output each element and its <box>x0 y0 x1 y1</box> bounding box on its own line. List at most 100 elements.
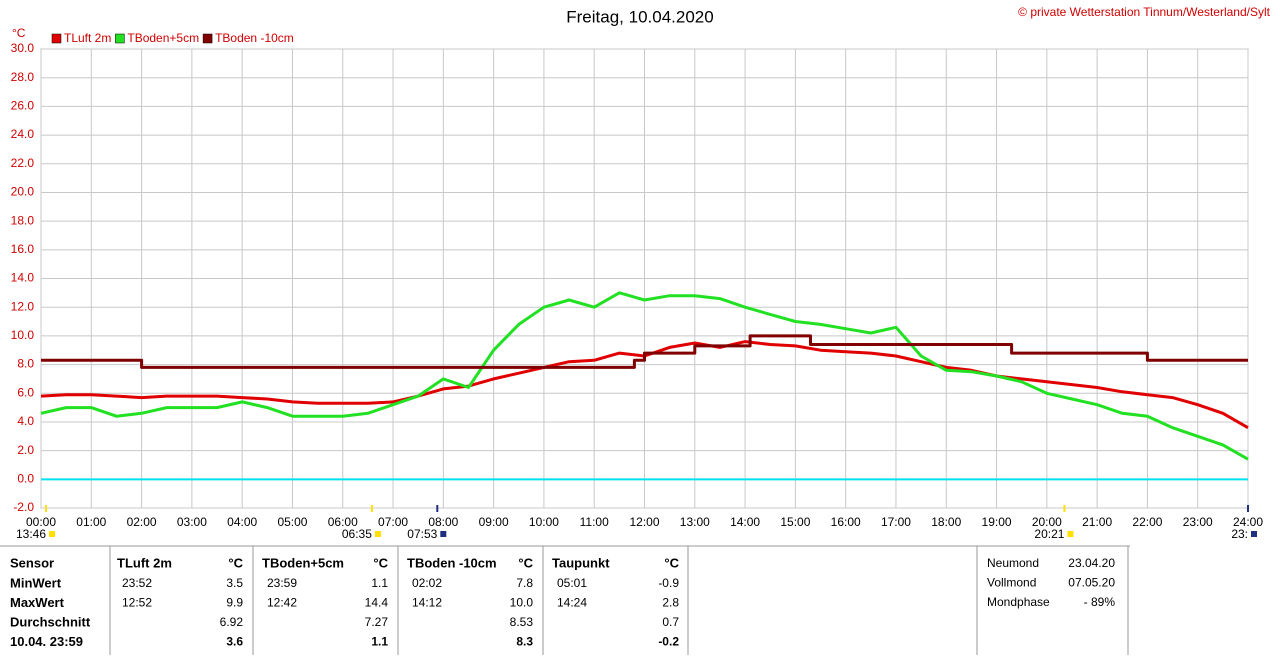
x-tick-label: 14:00 <box>730 515 760 529</box>
legend-swatch <box>51 33 62 44</box>
y-tick-label: 12.0 <box>11 299 35 313</box>
x-tick-label: 00:00 <box>26 515 56 529</box>
x-tick-label: 24:00 <box>1233 515 1263 529</box>
moon-label: Vollmond <box>987 576 1036 590</box>
legend-label: TBoden -10cm <box>215 31 294 45</box>
y-tick-label: 20.0 <box>11 185 35 199</box>
x-tick-label: 12:00 <box>629 515 659 529</box>
table-cell: MaxWert <box>10 595 65 610</box>
annotation-marker <box>1067 531 1074 537</box>
moon-value: 23.04.20 <box>1068 556 1115 570</box>
legend-swatch <box>202 33 213 44</box>
y-tick-label: 10.0 <box>11 328 35 342</box>
moon-value: - 89% <box>1084 595 1116 609</box>
annotation-marker <box>1251 531 1257 537</box>
annotation-marker <box>374 531 381 537</box>
y-tick-label: 30.0 <box>11 41 35 55</box>
table-cell: 12:52 <box>122 596 152 610</box>
x-tick-label: 17:00 <box>881 515 911 529</box>
table-cell: 10.04. 23:59 <box>10 634 83 649</box>
annotation-label: 06:35 <box>342 527 372 541</box>
table-cell: 23:52 <box>122 576 152 590</box>
unit-label: °C <box>12 26 26 40</box>
table-cell: 10.0 <box>510 596 534 610</box>
annotation-label: 07:53 <box>407 527 437 541</box>
table-cell: 3.6 <box>226 635 243 649</box>
table-cell: 2.8 <box>662 596 679 610</box>
x-tick-label: 06:00 <box>328 515 358 529</box>
x-tick-label: 22:00 <box>1132 515 1162 529</box>
table-cell: 14.4 <box>365 596 389 610</box>
moon-value: 07.05.20 <box>1068 576 1115 590</box>
table-cell: 05:01 <box>557 576 587 590</box>
table-cell: 14:12 <box>412 596 442 610</box>
annotation-label: 20:21 <box>1034 527 1064 541</box>
table-cell: MinWert <box>10 575 62 590</box>
table-cell: 02:02 <box>412 576 442 590</box>
table-header: °C <box>518 555 533 570</box>
x-tick-label: 16:00 <box>831 515 861 529</box>
table-cell: -0.9 <box>658 576 679 590</box>
x-tick-label: 09:00 <box>479 515 509 529</box>
credit: © private Wetterstation Tinnum/Westerlan… <box>1018 5 1271 19</box>
moon-label: Neumond <box>987 556 1039 570</box>
table-cell: -0.2 <box>658 635 679 649</box>
chart-title: Freitag, 10.04.2020 <box>566 7 713 26</box>
legend-swatch <box>115 33 125 44</box>
x-tick-label: 07:00 <box>378 515 408 529</box>
table-cell: 6.92 <box>220 615 244 629</box>
x-tick-label: 19:00 <box>982 515 1012 529</box>
y-tick-label: 2.0 <box>17 443 34 457</box>
y-tick-label: 14.0 <box>11 271 35 285</box>
y-tick-label: 26.0 <box>11 99 35 113</box>
x-tick-label: 13:00 <box>680 515 710 529</box>
annotation-label: 23: <box>1231 527 1248 541</box>
table-header: °C <box>664 555 679 570</box>
x-tick-label: 02:00 <box>127 515 157 529</box>
annotation-label: 13:46 <box>16 527 46 541</box>
annotation-marker <box>49 531 56 537</box>
table-cell: 3.5 <box>226 576 243 590</box>
y-tick-label: 8.0 <box>17 357 34 371</box>
table-cell: 8.53 <box>510 615 534 629</box>
table-cell: 23:59 <box>267 576 297 590</box>
y-tick-label: 18.0 <box>11 213 35 227</box>
y-tick-label: 16.0 <box>11 242 35 256</box>
table-cell: 0.7 <box>662 615 679 629</box>
y-tick-label: 24.0 <box>11 127 35 141</box>
table-cell: 12:42 <box>267 596 297 610</box>
table-cell: 1.1 <box>371 576 388 590</box>
series-line <box>41 334 1248 369</box>
x-tick-label: 05:00 <box>277 515 307 529</box>
x-tick-label: 21:00 <box>1082 515 1112 529</box>
y-tick-label: 6.0 <box>17 385 34 399</box>
y-tick-label: 28.0 <box>11 70 35 84</box>
legend-label: TLuft 2m <box>64 31 111 45</box>
x-tick-label: 03:00 <box>177 515 207 529</box>
x-tick-label: 10:00 <box>529 515 559 529</box>
y-tick-label: -2.0 <box>13 500 34 514</box>
moon-label: Mondphase <box>987 595 1050 609</box>
x-tick-label: 20:00 <box>1032 515 1062 529</box>
series-line <box>40 291 1249 461</box>
table-cell: 7.8 <box>516 576 533 590</box>
y-tick-label: 22.0 <box>11 156 35 170</box>
table-cell: 9.9 <box>226 596 243 610</box>
table-cell: 7.27 <box>365 615 389 629</box>
legend-label: TBoden+5cm <box>127 31 199 45</box>
x-tick-label: 15:00 <box>780 515 810 529</box>
table-header: TLuft 2m <box>117 555 172 570</box>
table-cell: 14:24 <box>557 596 587 610</box>
x-tick-label: 18:00 <box>931 515 961 529</box>
table-header: °C <box>228 555 243 570</box>
table-cell: 1.1 <box>371 635 388 649</box>
x-tick-label: 01:00 <box>76 515 106 529</box>
table-header: Sensor <box>10 555 54 570</box>
table-cell: 8.3 <box>516 635 533 649</box>
table-cell: Durchschnitt <box>10 614 91 629</box>
x-tick-label: 08:00 <box>428 515 458 529</box>
table-header: °C <box>373 555 388 570</box>
table-header: TBoden+5cm <box>262 555 344 570</box>
